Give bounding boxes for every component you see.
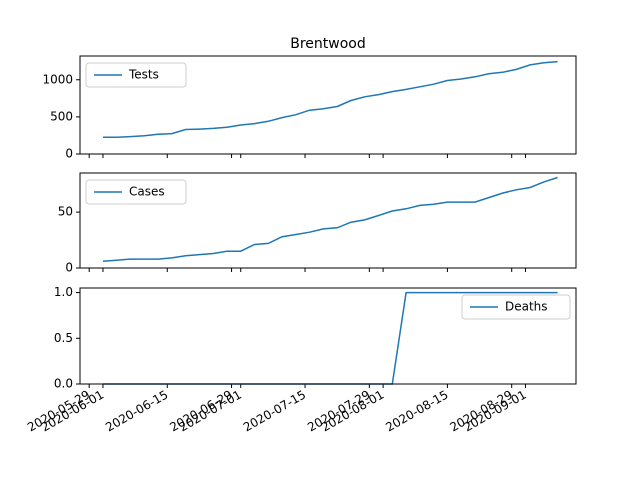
legend-label: Cases bbox=[129, 185, 165, 199]
line bbox=[103, 60, 558, 139]
legend-box bbox=[85, 179, 187, 205]
y-tick-label: 0.5 bbox=[54, 331, 73, 345]
y-tick-label: 1.0 bbox=[54, 285, 73, 299]
legend-label: Tests bbox=[128, 68, 159, 82]
axes-frame bbox=[79, 55, 577, 155]
legend-box bbox=[461, 294, 571, 320]
x-tick-label: 2020-06-15 bbox=[103, 388, 170, 435]
axes-frame bbox=[79, 287, 577, 385]
legend-box bbox=[85, 62, 187, 88]
line bbox=[102, 176, 558, 263]
y-tick-label: 0 bbox=[65, 147, 73, 161]
y-tick-label: 500 bbox=[50, 109, 73, 123]
y-tick-label: 50 bbox=[58, 205, 73, 219]
x-tick-label: 2020-08-15 bbox=[383, 388, 450, 435]
x-tick-label: 2020-07-15 bbox=[241, 388, 308, 435]
axes-frame bbox=[79, 172, 577, 269]
chart-title: Brentwood bbox=[290, 36, 366, 52]
y-tick-label: 0 bbox=[65, 261, 73, 275]
y-tick-label: 1000 bbox=[42, 72, 73, 86]
y-tick-label: 0.0 bbox=[54, 377, 73, 391]
legend-label: Deaths bbox=[505, 300, 548, 314]
